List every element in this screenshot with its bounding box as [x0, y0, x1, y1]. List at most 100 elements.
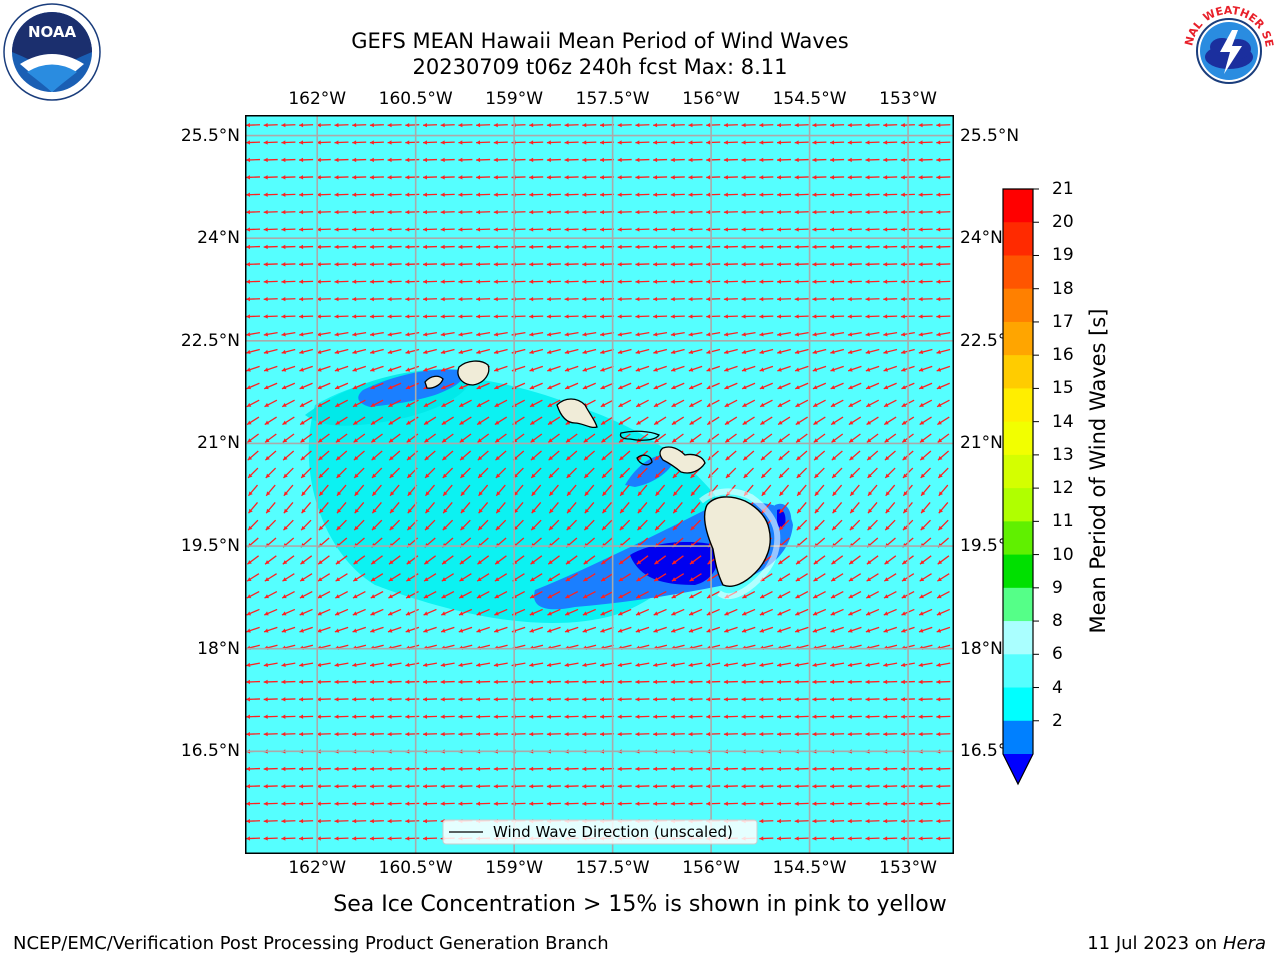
wave-direction-arrow: [831, 467, 843, 479]
wave-direction-arrow: [352, 382, 366, 390]
wave-direction-arrow: [493, 714, 508, 719]
wave-direction-arrow: [564, 331, 579, 337]
wave-direction-arrow: [812, 382, 827, 390]
wave-direction-arrow: [316, 365, 331, 372]
wave-direction-arrow: [281, 314, 296, 319]
wave-direction-arrow: [741, 766, 756, 772]
wave-direction-arrow: [546, 157, 561, 163]
wave-direction-arrow: [761, 484, 772, 497]
wave-direction-arrow: [476, 416, 490, 426]
wave-direction-arrow: [547, 608, 561, 616]
wave-direction-arrow: [476, 766, 491, 772]
wave-direction-arrow: [583, 467, 595, 479]
wave-direction-arrow: [776, 244, 792, 250]
wave-direction-arrow: [389, 467, 400, 479]
wave-direction-arrow: [936, 836, 951, 841]
wave-direction-arrow: [493, 331, 508, 337]
wave-direction-arrow: [866, 416, 879, 426]
wave-direction-arrow: [317, 555, 330, 565]
wave-direction-arrow: [671, 399, 685, 408]
wave-direction-arrow: [938, 484, 949, 497]
wave-direction-arrow: [617, 679, 632, 685]
wave-direction-arrow: [424, 467, 436, 479]
wave-direction-arrow: [794, 697, 809, 702]
wave-direction-arrow: [316, 818, 331, 824]
wave-direction-arrow: [690, 519, 701, 531]
wave-direction-arrow: [369, 296, 384, 302]
colorbar-tick-label: 12: [1052, 478, 1074, 499]
wave-direction-arrow: [387, 140, 402, 145]
wave-direction-arrow: [670, 348, 685, 355]
wave-direction-arrow: [369, 314, 384, 319]
wave-direction-arrow: [334, 818, 349, 824]
wave-direction-arrow: [387, 227, 402, 232]
wave-direction-arrow: [830, 209, 845, 215]
wave-direction-arrow: [601, 450, 613, 461]
wave-direction-arrow: [265, 502, 276, 514]
wave-direction-arrow: [741, 157, 756, 163]
wave-direction-arrow: [776, 175, 792, 180]
wave-direction-arrow: [494, 416, 508, 426]
wave-direction-arrow: [334, 314, 349, 319]
wave-direction-arrow: [281, 209, 296, 215]
wave-direction-arrow: [653, 416, 667, 426]
wave-direction-arrow: [865, 626, 880, 633]
wave-direction-arrow: [459, 416, 472, 426]
wave-direction-arrow: [334, 608, 349, 616]
wave-direction-arrow: [263, 679, 278, 685]
colorbar-segment: [1003, 654, 1033, 689]
wave-direction-arrow: [352, 679, 367, 685]
wave-direction-arrow: [617, 227, 632, 232]
wave-direction-arrow: [670, 140, 685, 145]
wave-direction-arrow: [759, 175, 774, 180]
wave-direction-arrow: [653, 209, 668, 215]
wave-direction-arrow: [759, 365, 774, 372]
island-maui: [659, 446, 706, 474]
wave-direction-arrow: [812, 697, 827, 702]
wave-direction-arrow: [422, 331, 438, 337]
wave-direction-arrow: [600, 555, 614, 565]
wave-direction-arrow: [794, 192, 809, 197]
wave-direction-arrow: [424, 450, 436, 461]
wave-direction-arrow: [599, 262, 615, 267]
wave-direction-arrow: [794, 626, 809, 633]
wave-direction-arrow: [405, 662, 420, 668]
wave-direction-arrow: [865, 157, 880, 163]
wave-direction-arrow: [529, 662, 544, 668]
wave-direction-arrow: [440, 296, 455, 302]
wave-direction-arrow: [281, 279, 296, 284]
wave-direction-arrow: [529, 697, 544, 702]
wave-direction-arrow: [440, 279, 455, 284]
wave-direction-arrow: [352, 697, 367, 702]
wave-direction-arrow: [688, 209, 703, 215]
wave-direction-arrow: [353, 450, 365, 461]
wave-direction-arrow: [564, 209, 579, 215]
wave-direction-arrow: [458, 590, 472, 599]
wave-direction-arrow: [670, 122, 685, 128]
wave-direction-arrow: [370, 555, 383, 565]
lat-tick-label: 22.5°N: [180, 330, 240, 351]
wave-direction-arrow: [759, 348, 774, 355]
wave-direction-arrow: [387, 608, 402, 616]
wave-direction-arrow: [423, 399, 437, 408]
wave-direction-arrow: [794, 209, 809, 215]
wave-direction-arrow: [440, 175, 455, 180]
wave-direction-arrow: [937, 519, 949, 531]
wave-direction-arrow: [883, 399, 897, 408]
wave-direction-arrow: [723, 157, 738, 163]
wave-direction-arrow: [776, 766, 792, 772]
wave-direction-arrow: [282, 433, 295, 443]
wave-direction-arrow: [458, 140, 473, 145]
wave-direction-arrow: [245, 244, 261, 250]
wave-direction-arrow: [866, 573, 879, 582]
wave-direction-arrow: [776, 331, 792, 337]
wave-direction-arrow: [494, 608, 508, 616]
wave-direction-arrow: [353, 519, 365, 531]
wave-direction-arrow: [263, 818, 278, 824]
wave-direction-arrow: [245, 714, 261, 719]
wave-direction-arrow: [263, 626, 278, 633]
wave-direction-arrow: [637, 467, 648, 479]
wave-direction-arrow: [830, 192, 845, 197]
wave-direction-arrow: [883, 573, 897, 582]
wave-direction-arrow: [493, 122, 508, 128]
